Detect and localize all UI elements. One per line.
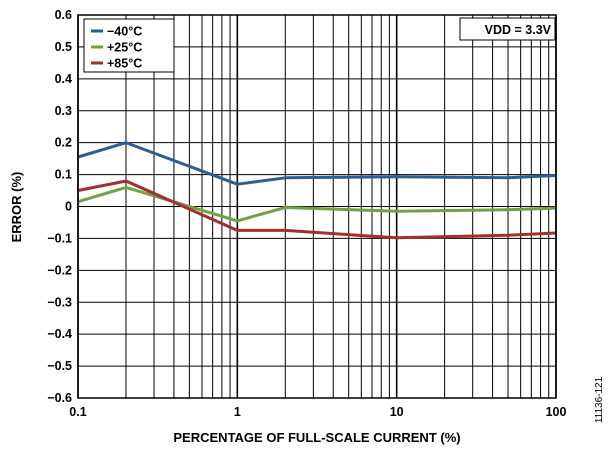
x-tick-label: 10 [390, 405, 404, 419]
x-tick-label: 0.1 [69, 405, 86, 419]
y-tick-label: −0.5 [47, 359, 72, 373]
y-tick-label: −0.1 [47, 231, 72, 245]
y-tick-label: 0.1 [55, 168, 72, 182]
y-tick-labels: 0.6 0.5 0.4 0.3 0.2 0.1 0 −0.1 −0.2 −0.3 −0.4 −0.5 −… [47, 8, 72, 405]
legend: −40°C +25°C +85°C [83, 18, 175, 73]
y-tick-label: −0.3 [47, 295, 72, 309]
y-tick-label: −0.6 [47, 391, 72, 405]
series-line [77, 185, 557, 223]
y-axis-title: ERROR (%) [9, 172, 24, 243]
annotation-box [459, 17, 556, 41]
legend-label: +25°C [107, 41, 142, 55]
figure-id: 11136-121 [594, 376, 605, 423]
y-tick-label: 0.3 [55, 104, 72, 118]
y-tick-label: 0.4 [55, 72, 72, 86]
x-axis-title: PERCENTAGE OF FULL-SCALE CURRENT (%) [173, 430, 460, 445]
x-tick-label: 1 [234, 405, 241, 419]
y-tick-label: 0.2 [55, 136, 72, 150]
y-tick-label: 0.5 [55, 40, 72, 54]
vdd-annotation: VDD = 3.3V [485, 23, 552, 37]
y-tick-label: 0 [65, 200, 72, 214]
y-tick-label: −0.4 [47, 327, 72, 341]
x-tick-label: 100 [546, 405, 567, 419]
series-lines [77, 141, 557, 240]
y-tick-label: −0.2 [47, 263, 72, 277]
y-tick-label: 0.6 [55, 8, 72, 22]
plot-frame [77, 14, 557, 399]
legend-label: +85°C [107, 57, 142, 71]
x-tick-labels: 0.1 1 10 100 [69, 405, 566, 419]
legend-label: −40°C [107, 25, 142, 39]
series-line [77, 141, 557, 186]
series-line [77, 179, 557, 240]
